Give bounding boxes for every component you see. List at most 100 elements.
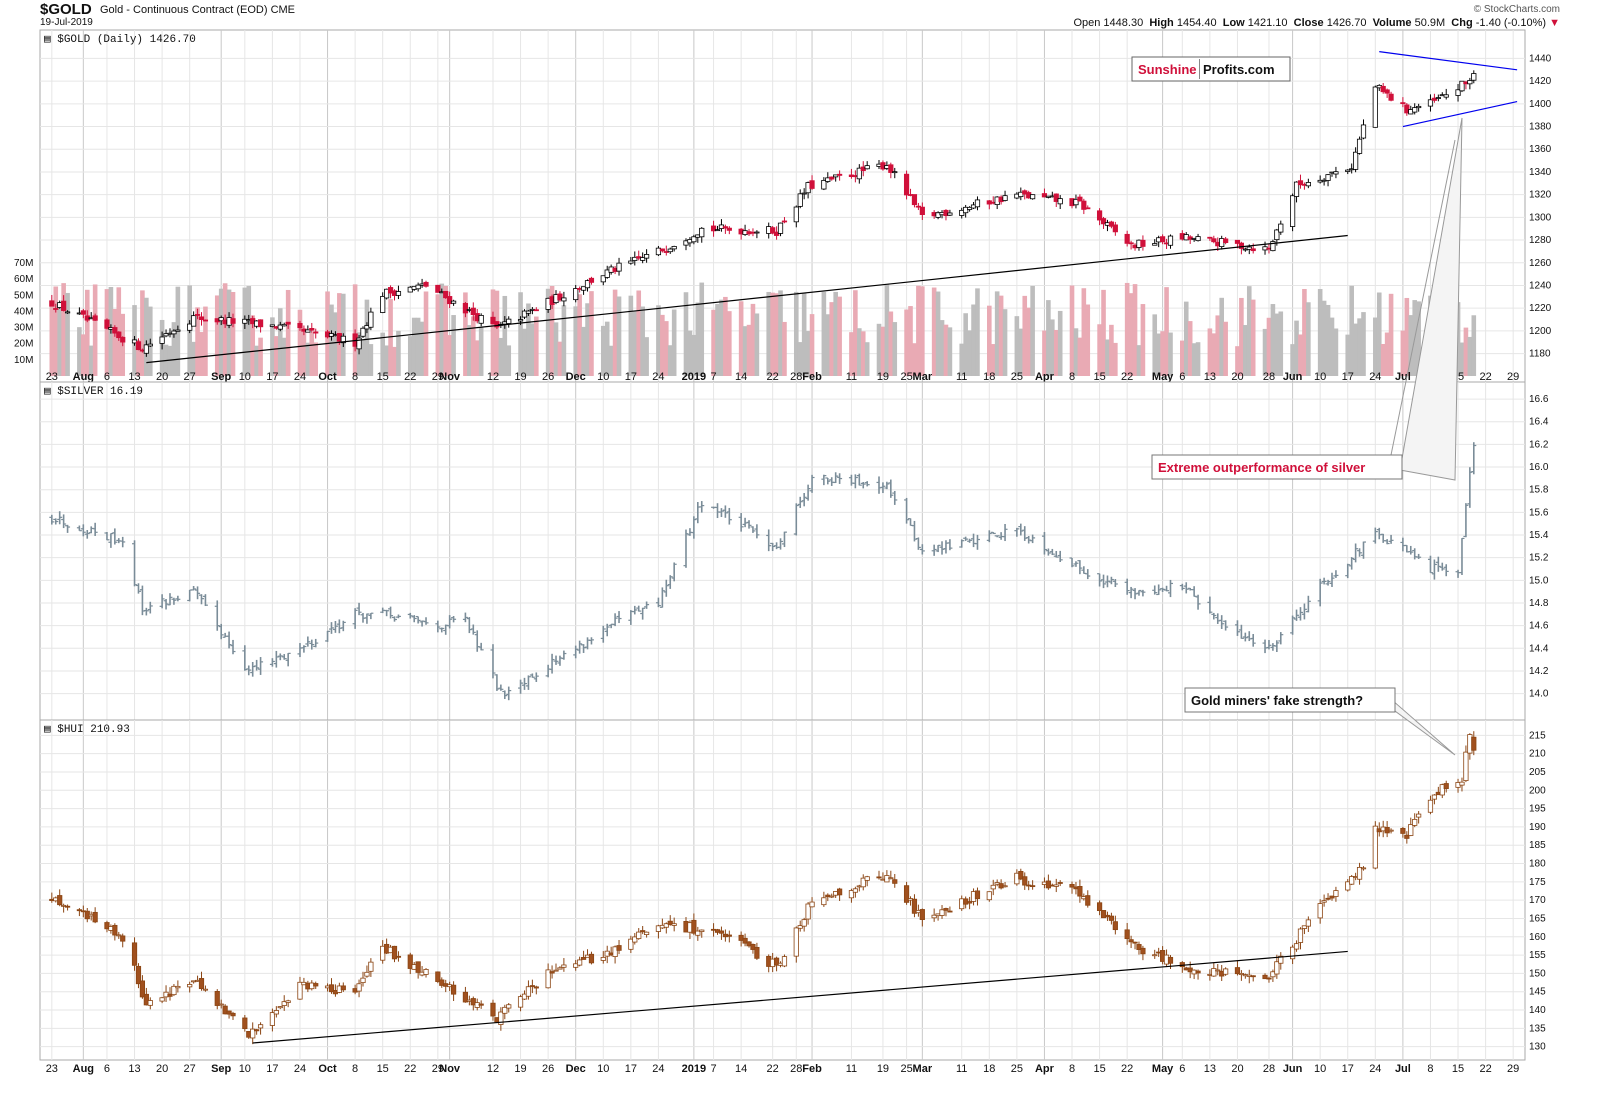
volume-bar <box>1132 284 1138 376</box>
volume-bar <box>447 335 452 376</box>
volume-bar <box>577 294 582 376</box>
candle-body <box>202 319 209 322</box>
candle-body <box>360 327 366 337</box>
volume-tick-label: 10M <box>14 355 33 366</box>
x-tick-label: 22 <box>767 1063 779 1075</box>
candle-body <box>1030 885 1036 888</box>
candle-body <box>1427 799 1434 813</box>
candle-body <box>746 941 752 947</box>
volume-bar <box>1195 342 1201 376</box>
y-tick-label: 1180 <box>1529 349 1551 360</box>
volume-bar <box>1302 288 1307 376</box>
volume-bar <box>191 341 196 376</box>
candle-body <box>860 877 866 888</box>
volume-tick-label: 50M <box>14 290 33 301</box>
x-tick-label: 8 <box>352 1063 358 1075</box>
volume-bar <box>1018 328 1024 376</box>
candle-body <box>1360 124 1367 139</box>
panel-title: ▤ $SILVER 16.19 <box>44 386 143 398</box>
volume-bar <box>656 305 661 376</box>
volume-bar <box>1471 315 1477 376</box>
candle-body <box>644 931 650 936</box>
candle-body <box>1096 902 1103 912</box>
candle-body <box>443 290 449 299</box>
candle-body <box>1459 80 1465 92</box>
candle-body <box>1345 169 1351 172</box>
candle-body <box>462 302 469 314</box>
logo-box <box>1131 56 1291 82</box>
volume-bar <box>1250 299 1256 376</box>
x-tick-label: 24 <box>1369 371 1381 383</box>
volume-bar <box>407 336 413 376</box>
candle-body <box>754 231 760 234</box>
candle-body <box>919 909 925 920</box>
candle-body <box>557 967 563 970</box>
candle-body <box>356 337 362 350</box>
candle-body <box>1262 974 1268 980</box>
candle-body <box>470 998 476 1006</box>
candle-body <box>604 269 610 278</box>
y-tick-label: 1340 <box>1529 167 1552 178</box>
candle-body <box>498 1011 504 1025</box>
candle-body <box>104 922 110 930</box>
x-tick-label: Jun <box>1283 1063 1303 1075</box>
x-tick-label: 13 <box>1204 1063 1216 1075</box>
candle-body <box>1431 794 1438 800</box>
candle-body <box>600 275 606 283</box>
volume-bar <box>904 309 909 376</box>
x-tick-label: 6 <box>104 371 110 383</box>
volume-bar <box>380 332 385 376</box>
volume-bar <box>797 342 803 376</box>
x-tick-label: 15 <box>1093 371 1105 383</box>
x-tick-label: Dec <box>566 371 586 383</box>
volume-bar <box>545 288 551 376</box>
volume-bar <box>57 302 62 376</box>
x-tick-label: 10 <box>239 371 251 383</box>
candle-body <box>1167 235 1174 246</box>
volume-tick-label: 20M <box>14 339 33 350</box>
candle-body <box>198 316 205 321</box>
x-tick-label: Sep <box>211 371 231 383</box>
candle-body <box>1293 181 1300 197</box>
x-tick-label: 2019 <box>682 1063 706 1075</box>
candle-body <box>1152 243 1158 246</box>
x-tick-label: 25 <box>900 371 912 383</box>
volume-bar <box>727 311 732 376</box>
candle-body <box>1443 783 1449 789</box>
y-tick-label: 15.6 <box>1529 507 1549 518</box>
y-tick-label: 1320 <box>1529 190 1552 201</box>
x-tick-label: 25 <box>1011 371 1023 383</box>
y-tick-label: 15.4 <box>1529 530 1549 541</box>
candle-body <box>1301 925 1308 929</box>
x-tick-label: 17 <box>266 1063 278 1075</box>
candle-body <box>1211 968 1217 977</box>
candle-body <box>1030 194 1036 200</box>
volume-bar <box>612 289 618 376</box>
candle-body <box>770 227 776 234</box>
volume-bar <box>837 296 842 376</box>
x-tick-label: 15 <box>377 371 389 383</box>
x-tick-label: 24 <box>652 1063 664 1075</box>
y-tick-label: 150 <box>1529 968 1546 979</box>
candle-body <box>143 344 149 354</box>
x-tick-label: 10 <box>1314 371 1326 383</box>
candle-body <box>825 177 831 182</box>
volume-bar <box>1187 321 1193 376</box>
volume-bar <box>1140 304 1146 376</box>
y-tick-label: 205 <box>1529 767 1546 778</box>
volume-bar <box>1349 285 1354 376</box>
candle-body <box>1408 824 1414 836</box>
callout-box-miners <box>1184 687 1396 713</box>
volume-bar <box>1274 313 1280 376</box>
x-tick-label: 19 <box>514 371 526 383</box>
candle-body <box>821 179 827 190</box>
volume-bar <box>1376 292 1382 376</box>
candle-body <box>1085 895 1091 906</box>
y-tick-label: 1260 <box>1529 258 1552 269</box>
candle-body <box>1002 195 1008 201</box>
candle-body <box>695 930 701 936</box>
candle-body <box>159 336 165 344</box>
volume-bar <box>1467 336 1473 376</box>
volume-bar <box>766 291 772 376</box>
x-tick-label: 25 <box>900 1063 912 1075</box>
